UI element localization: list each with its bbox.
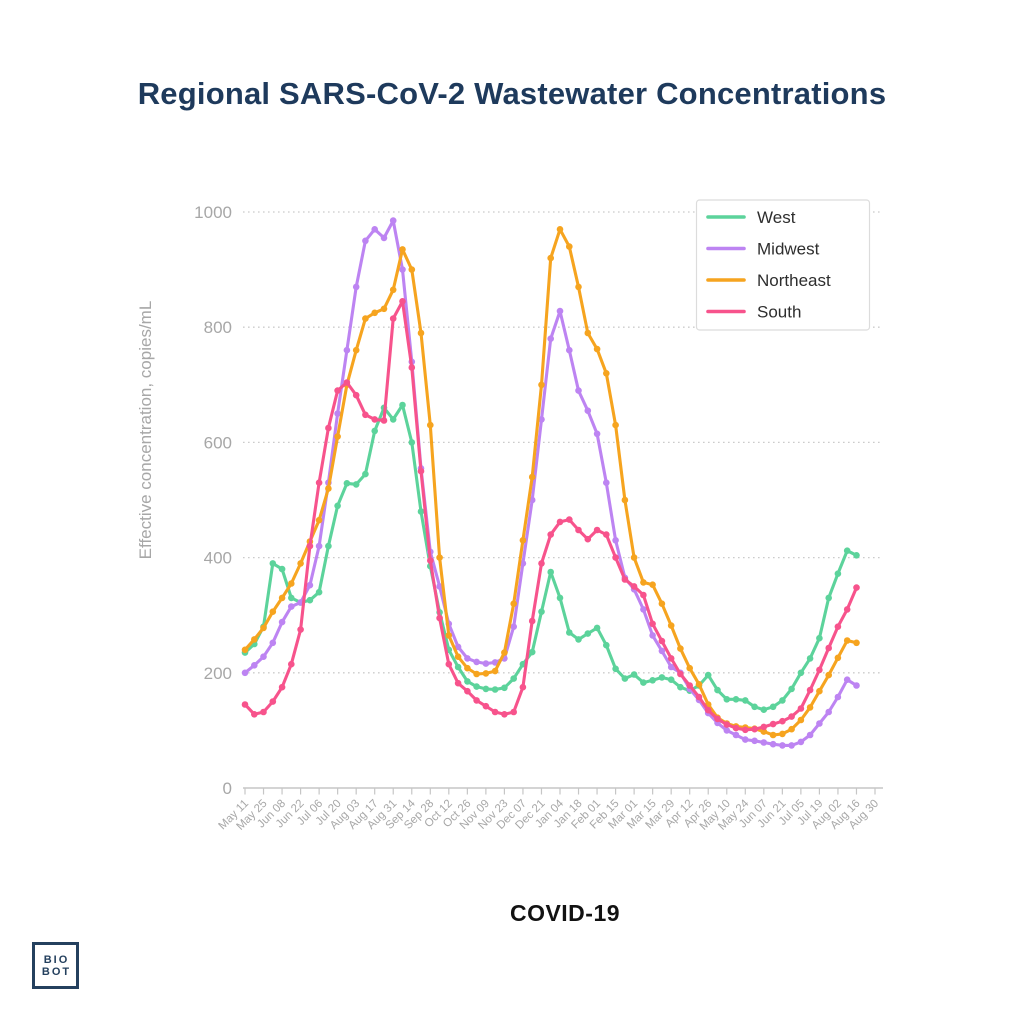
y-axis-tick-labels: 0 200 400 600 800 1000 xyxy=(194,203,232,798)
svg-text:800: 800 xyxy=(204,318,232,337)
svg-text:200: 200 xyxy=(204,664,232,683)
svg-text:1000: 1000 xyxy=(194,203,232,222)
biobot-logo-line2: BOT xyxy=(41,965,72,978)
legend: West Midwest Northeast South xyxy=(695,199,871,331)
legend-item-south: South xyxy=(706,303,801,322)
series-midwest xyxy=(241,217,860,749)
legend-item-midwest: Midwest xyxy=(706,240,820,259)
series-west xyxy=(241,401,860,713)
legend-label-south: South xyxy=(757,303,801,322)
svg-text:600: 600 xyxy=(204,433,232,452)
legend-item-west: West xyxy=(706,208,796,227)
svg-text:0: 0 xyxy=(223,779,232,798)
legend-label-northeast: Northeast xyxy=(757,271,831,290)
svg-text:400: 400 xyxy=(204,549,232,568)
y-axis-title: Effective concentration, copies/mL xyxy=(136,301,155,560)
legend-label-west: West xyxy=(757,208,796,227)
biobot-logo: BIO BOT xyxy=(32,942,79,989)
legend-box xyxy=(695,199,871,331)
series-line-west xyxy=(243,403,859,712)
series-south xyxy=(241,298,860,734)
legend-item-northeast: Northeast xyxy=(706,271,831,290)
chart-title: Regional SARS-CoV-2 Wastewater Concentra… xyxy=(137,76,887,111)
biobot-logo-line1: BIO xyxy=(43,953,70,966)
legend-label-midwest: Midwest xyxy=(757,240,820,259)
chart-caption-covid19: COVID-19 xyxy=(509,900,621,926)
